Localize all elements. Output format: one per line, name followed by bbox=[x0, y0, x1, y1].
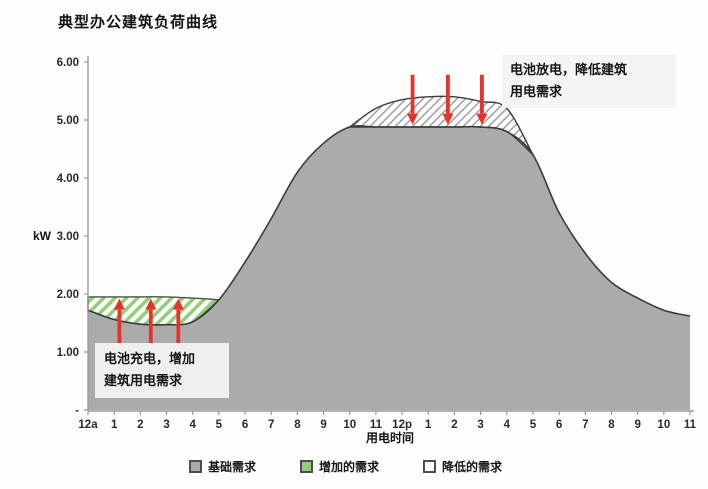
legend-label-base-demand: 基础需求 bbox=[208, 460, 257, 474]
discharge-arrow-icon bbox=[476, 74, 488, 125]
base-demand-area bbox=[88, 125, 690, 411]
x-tick-label: 9 bbox=[320, 419, 326, 431]
x-tick-label: 1 bbox=[425, 419, 432, 431]
base-demand-swatch-icon bbox=[189, 460, 202, 473]
x-tick-label: 3 bbox=[477, 419, 483, 431]
legend-item-reduced-demand: 降低的需求 bbox=[423, 458, 502, 475]
y-axis-title: kW bbox=[33, 229, 51, 243]
x-tick-label: 5 bbox=[530, 419, 537, 431]
x-tick-label: 9 bbox=[634, 419, 640, 431]
x-tick-label: 4 bbox=[189, 419, 196, 431]
legend-label-added-demand: 增加的需求 bbox=[319, 460, 380, 474]
y-tick-label: 2.00 bbox=[57, 289, 79, 301]
x-tick-label: 5 bbox=[216, 419, 223, 431]
y-tick-label: 4.00 bbox=[57, 173, 79, 185]
charge-annotation-line1: 电池充电，增加 bbox=[104, 351, 196, 366]
x-tick-label: 7 bbox=[268, 419, 274, 431]
discharge-arrow-icon bbox=[442, 74, 454, 125]
x-tick-label: 4 bbox=[504, 419, 511, 431]
x-tick-label: 3 bbox=[163, 419, 169, 431]
reduced-demand-swatch-icon bbox=[423, 460, 437, 473]
discharge-annotation-line1: 电池放电，降低建筑 bbox=[510, 62, 628, 77]
charge-annotation: 电池充电，增加 建筑用电需求 bbox=[95, 343, 229, 399]
y-tick-label: 1.00 bbox=[57, 347, 79, 359]
charge-arrow-icon bbox=[145, 298, 157, 350]
legend-item-base-demand: 基础需求 bbox=[189, 458, 256, 475]
y-tick-label: 6.00 bbox=[57, 57, 79, 69]
x-tick-label: 8 bbox=[608, 419, 615, 431]
x-tick-label: 2 bbox=[451, 419, 457, 431]
x-tick-label: 10 bbox=[343, 419, 356, 431]
added-demand-swatch-icon bbox=[300, 460, 314, 473]
x-tick-label: 10 bbox=[657, 419, 670, 431]
legend: 基础需求 增加的需求 降低的需求 bbox=[189, 458, 502, 475]
discharge-annotation-line2: 用电需求 bbox=[510, 84, 563, 100]
chart-title: 典型办公建筑负荷曲线 bbox=[58, 14, 219, 31]
load-curve-line bbox=[87, 125, 691, 326]
x-tick-label: 12a bbox=[78, 419, 98, 431]
discharge-annotation: 电池放电，降低建筑 用电需求 bbox=[502, 55, 676, 109]
legend-item-added-demand: 增加的需求 bbox=[300, 458, 379, 475]
discharge-arrow-icon bbox=[407, 74, 419, 125]
x-tick-label: 6 bbox=[242, 419, 248, 431]
x-tick-label: 11 bbox=[370, 419, 383, 431]
charge-annotation-line2: 建筑用电需求 bbox=[104, 373, 183, 389]
x-tick-label: 1 bbox=[111, 419, 118, 431]
y-tick-label: 5.00 bbox=[57, 115, 79, 127]
legend-label-reduced-demand: 降低的需求 bbox=[442, 460, 503, 474]
x-tick-label: 11 bbox=[684, 419, 697, 431]
x-tick-label: 8 bbox=[294, 419, 301, 431]
x-tick-label: 12p bbox=[392, 419, 412, 431]
x-tick-label: 6 bbox=[556, 419, 562, 431]
x-tick-label: 2 bbox=[137, 419, 143, 431]
x-tick-label: 7 bbox=[582, 419, 588, 431]
x-axis-title: 用电时间 bbox=[365, 431, 414, 445]
charge-arrow-icon bbox=[113, 298, 125, 350]
y-tick-label: - bbox=[75, 405, 79, 417]
y-tick-label: 3.00 bbox=[57, 231, 79, 243]
charge-arrow-icon bbox=[172, 298, 184, 350]
